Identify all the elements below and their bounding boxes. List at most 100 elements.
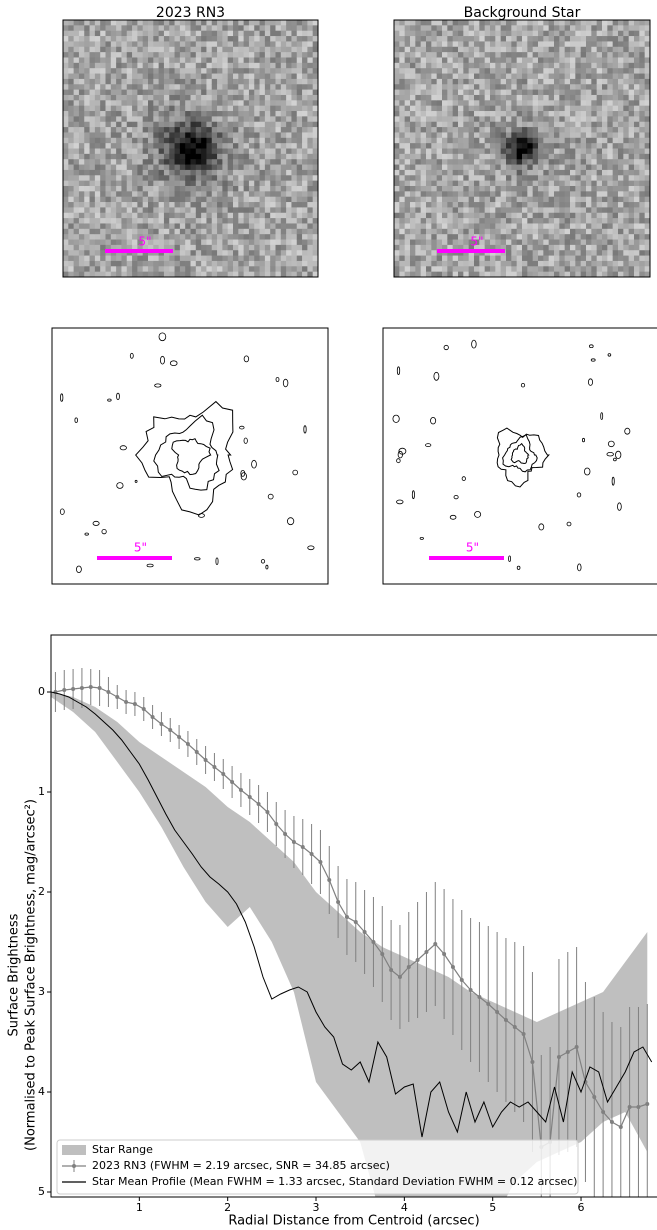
pixel	[527, 74, 533, 80]
pixel	[447, 149, 453, 155]
pixel	[148, 143, 154, 149]
pixel	[265, 245, 271, 251]
pixel	[479, 218, 485, 224]
pixel	[458, 213, 464, 219]
pixel	[265, 25, 271, 31]
pixel	[613, 159, 619, 165]
pixel	[527, 213, 533, 219]
pixel	[533, 175, 539, 181]
pixel	[244, 90, 250, 96]
pixel	[431, 191, 437, 197]
pixel	[132, 202, 138, 208]
pixel	[485, 159, 491, 165]
pixel	[602, 84, 608, 90]
pixel	[629, 90, 635, 96]
pixel	[238, 138, 244, 144]
pixel	[233, 213, 239, 219]
contour-speck	[601, 413, 603, 420]
pixel	[410, 143, 416, 149]
pixel	[79, 240, 85, 246]
pixel	[639, 223, 645, 229]
pixel	[90, 20, 96, 26]
pixel	[281, 68, 287, 74]
rn3-point	[407, 965, 411, 969]
pixel	[437, 213, 443, 219]
pixel	[302, 213, 308, 219]
pixel	[249, 138, 255, 144]
pixel	[575, 207, 581, 213]
pixel	[74, 165, 80, 171]
pixel	[607, 181, 613, 187]
pixel	[469, 256, 475, 262]
pixel	[121, 100, 127, 106]
pixel	[291, 41, 297, 47]
pixel	[565, 261, 571, 267]
pixel	[249, 25, 255, 31]
pixel	[159, 202, 165, 208]
pixel	[307, 106, 313, 112]
panel-title: Background Star	[464, 5, 581, 21]
pixel	[517, 213, 523, 219]
pixel	[74, 116, 80, 122]
pixel	[565, 223, 571, 229]
pixel	[143, 186, 149, 192]
pixel	[153, 95, 159, 101]
pixel	[100, 149, 106, 155]
pixel	[297, 223, 303, 229]
pixel	[79, 84, 85, 90]
pixel	[100, 106, 106, 112]
pixel	[634, 57, 640, 63]
pixel	[447, 47, 453, 53]
rn3-point	[292, 840, 296, 844]
pixel	[463, 175, 469, 181]
pixel	[607, 57, 613, 63]
pixel	[506, 250, 512, 256]
pixel	[453, 111, 459, 117]
pixel	[581, 256, 587, 262]
pixel	[100, 79, 106, 85]
pixel	[421, 36, 427, 42]
pixel	[68, 106, 74, 112]
pixel	[565, 90, 571, 96]
pixel	[74, 261, 80, 267]
rn3-point	[89, 685, 93, 689]
pixel	[164, 143, 170, 149]
pixel	[95, 84, 101, 90]
pixel	[543, 240, 549, 246]
pixel	[244, 218, 250, 224]
pixel	[415, 122, 421, 128]
pixel	[490, 74, 496, 80]
pixel	[458, 100, 464, 106]
contour-speck	[450, 515, 456, 519]
pixel	[474, 41, 480, 47]
pixel	[148, 122, 154, 128]
pixel	[554, 218, 560, 224]
pixel	[63, 207, 69, 213]
pixel	[394, 52, 400, 58]
pixel	[175, 170, 181, 176]
pixel	[586, 57, 592, 63]
pixel	[79, 116, 85, 122]
pixel	[511, 116, 517, 122]
pixel	[291, 79, 297, 85]
pixel	[307, 181, 313, 187]
pixel	[291, 149, 297, 155]
pixel	[132, 90, 138, 96]
pixel	[249, 74, 255, 80]
rn3-point	[371, 940, 375, 944]
pixel	[291, 229, 297, 235]
pixel	[206, 116, 212, 122]
pixel	[586, 165, 592, 171]
pixel	[447, 52, 453, 58]
pixel	[90, 170, 96, 176]
pixel	[90, 63, 96, 69]
pixel	[463, 116, 469, 122]
pixel	[185, 63, 191, 69]
pixel	[623, 20, 629, 26]
pixel	[405, 165, 411, 171]
pixel	[191, 47, 197, 53]
rn3-point	[610, 1120, 614, 1124]
pixel	[148, 57, 154, 63]
pixel	[469, 122, 475, 128]
pixel	[63, 100, 69, 106]
